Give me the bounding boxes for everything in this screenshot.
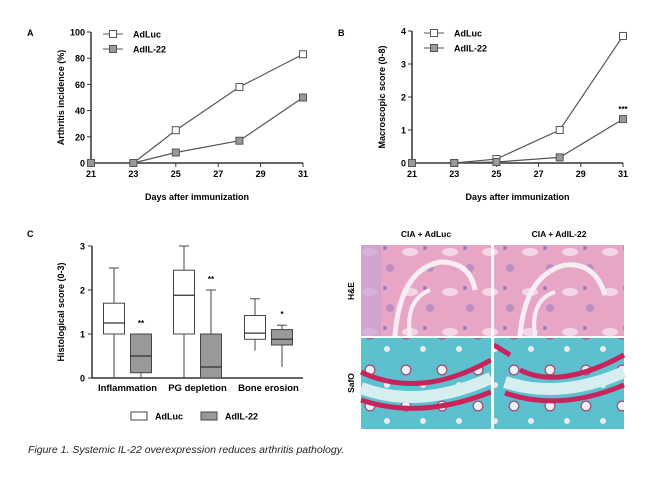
box-adil-22	[200, 333, 222, 379]
significance-marker: **	[138, 319, 145, 328]
y-tick-label: 2	[80, 286, 85, 296]
x-axis-label: Days after immunization	[465, 192, 569, 202]
y-axis-label: Arthritis incidence (%)	[56, 50, 66, 146]
y-tick-label: 0	[80, 374, 85, 384]
data-point-adil-22	[408, 159, 416, 167]
legend-label: AdLuc	[133, 30, 161, 40]
series-line-adil-22	[412, 118, 624, 164]
legend-label: AdIL-22	[133, 45, 166, 55]
histology-row-he: H&E	[346, 282, 356, 300]
category-label: PG depletion	[168, 383, 227, 394]
y-axis-label: Histological score (0-3)	[56, 262, 66, 361]
legend-marker	[109, 30, 117, 38]
series-line-adluc	[412, 35, 624, 164]
data-point-adil-22	[235, 136, 244, 145]
box-adluc	[103, 302, 125, 335]
data-point-adluc	[171, 126, 180, 135]
x-tick-label: 21	[407, 169, 417, 179]
legend-label: AdLuc	[155, 412, 183, 422]
y-tick-label: 0	[401, 159, 406, 169]
category-label: Inflammation	[98, 383, 157, 394]
legend-label: AdIL-22	[454, 44, 487, 54]
data-point-adluc	[555, 126, 564, 134]
data-point-adil-22	[129, 159, 138, 167]
data-point-adluc	[619, 31, 627, 40]
x-axis-label: Days after immunization	[145, 192, 249, 202]
histology-column-adluc: CIA + AdLuc	[401, 229, 451, 239]
x-tick-label: 23	[449, 169, 459, 179]
series-line-adluc	[91, 53, 304, 164]
legend-swatch	[200, 411, 218, 421]
legend-marker	[430, 44, 438, 52]
chart-c-histological-score: 0 1 2 3 Histological score (0-3) Inflammation…	[56, 242, 303, 422]
y-tick-label: 1	[80, 330, 85, 340]
significance-marker: *	[280, 310, 284, 319]
panel-label-a: A	[27, 28, 34, 38]
y-tick-label: 4	[401, 27, 406, 37]
x-tick-label: 25	[171, 169, 181, 179]
panel-label-c: C	[27, 229, 34, 239]
significance-marker: **	[208, 275, 215, 284]
y-tick-label: 60	[75, 80, 85, 90]
legend-label: AdLuc	[454, 29, 482, 39]
box-adluc	[244, 315, 266, 340]
safo-image-adil22	[492, 338, 627, 429]
category-label: Bone erosion	[238, 383, 299, 394]
data-point-adil-22	[87, 159, 95, 167]
chart-a-arthritis-incidence: 0 20 40 60 80 100 21 23 25 27 29 31 Days after immun…	[56, 28, 308, 203]
data-point-adil-22	[299, 93, 307, 102]
box-adluc	[173, 269, 195, 335]
safo-image-adluc	[358, 338, 494, 429]
x-tick-label: 21	[86, 169, 96, 179]
data-point-adil-22	[492, 158, 501, 167]
box-adil-22	[271, 329, 293, 346]
data-point-adluc	[235, 83, 244, 92]
figure-caption: Figure 1. Systemic IL-22 overexpression …	[28, 444, 345, 456]
x-tick-label: 25	[491, 169, 501, 179]
data-point-adil-22	[619, 115, 627, 124]
x-tick-label: 23	[128, 169, 138, 179]
he-image-adluc	[361, 245, 491, 337]
histology-column-adil22: CIA + AdIL-22	[532, 229, 587, 239]
x-tick-label: 27	[534, 169, 544, 179]
y-tick-label: 3	[80, 242, 85, 252]
y-tick-label: 3	[401, 60, 406, 70]
x-tick-label: 27	[213, 169, 223, 179]
x-tick-label: 31	[618, 169, 628, 179]
y-tick-label: 0	[80, 159, 85, 169]
data-point-adil-22	[450, 159, 459, 167]
x-tick-label: 31	[298, 169, 308, 179]
y-tick-label: 100	[70, 28, 85, 38]
data-point-adil-22	[555, 153, 564, 162]
data-point-adluc	[299, 50, 307, 59]
data-point-adil-22	[171, 148, 180, 157]
legend-label: AdIL-22	[225, 412, 258, 422]
x-tick-label: 29	[576, 169, 586, 179]
y-tick-label: 1	[401, 126, 406, 136]
legend-swatch	[130, 411, 148, 421]
histology-panel: CIA + AdLuc CIA + AdIL-22 H&E SafO	[346, 229, 627, 429]
y-tick-label: 2	[401, 93, 406, 103]
he-image-adil22	[494, 245, 624, 337]
panel-label-b: B	[338, 28, 345, 38]
significance-marker: ***	[618, 105, 628, 114]
series-line-adil-22	[91, 97, 304, 164]
y-axis-label: Macroscopic score (0-8)	[377, 45, 387, 148]
y-tick-label: 20	[75, 132, 85, 142]
y-tick-label: 40	[75, 106, 85, 116]
y-tick-label: 80	[75, 54, 85, 64]
x-tick-label: 29	[256, 169, 266, 179]
legend-marker	[430, 29, 438, 37]
box-adil-22	[130, 333, 152, 374]
histology-row-safo: SafO	[346, 373, 356, 393]
legend-marker	[109, 45, 117, 53]
